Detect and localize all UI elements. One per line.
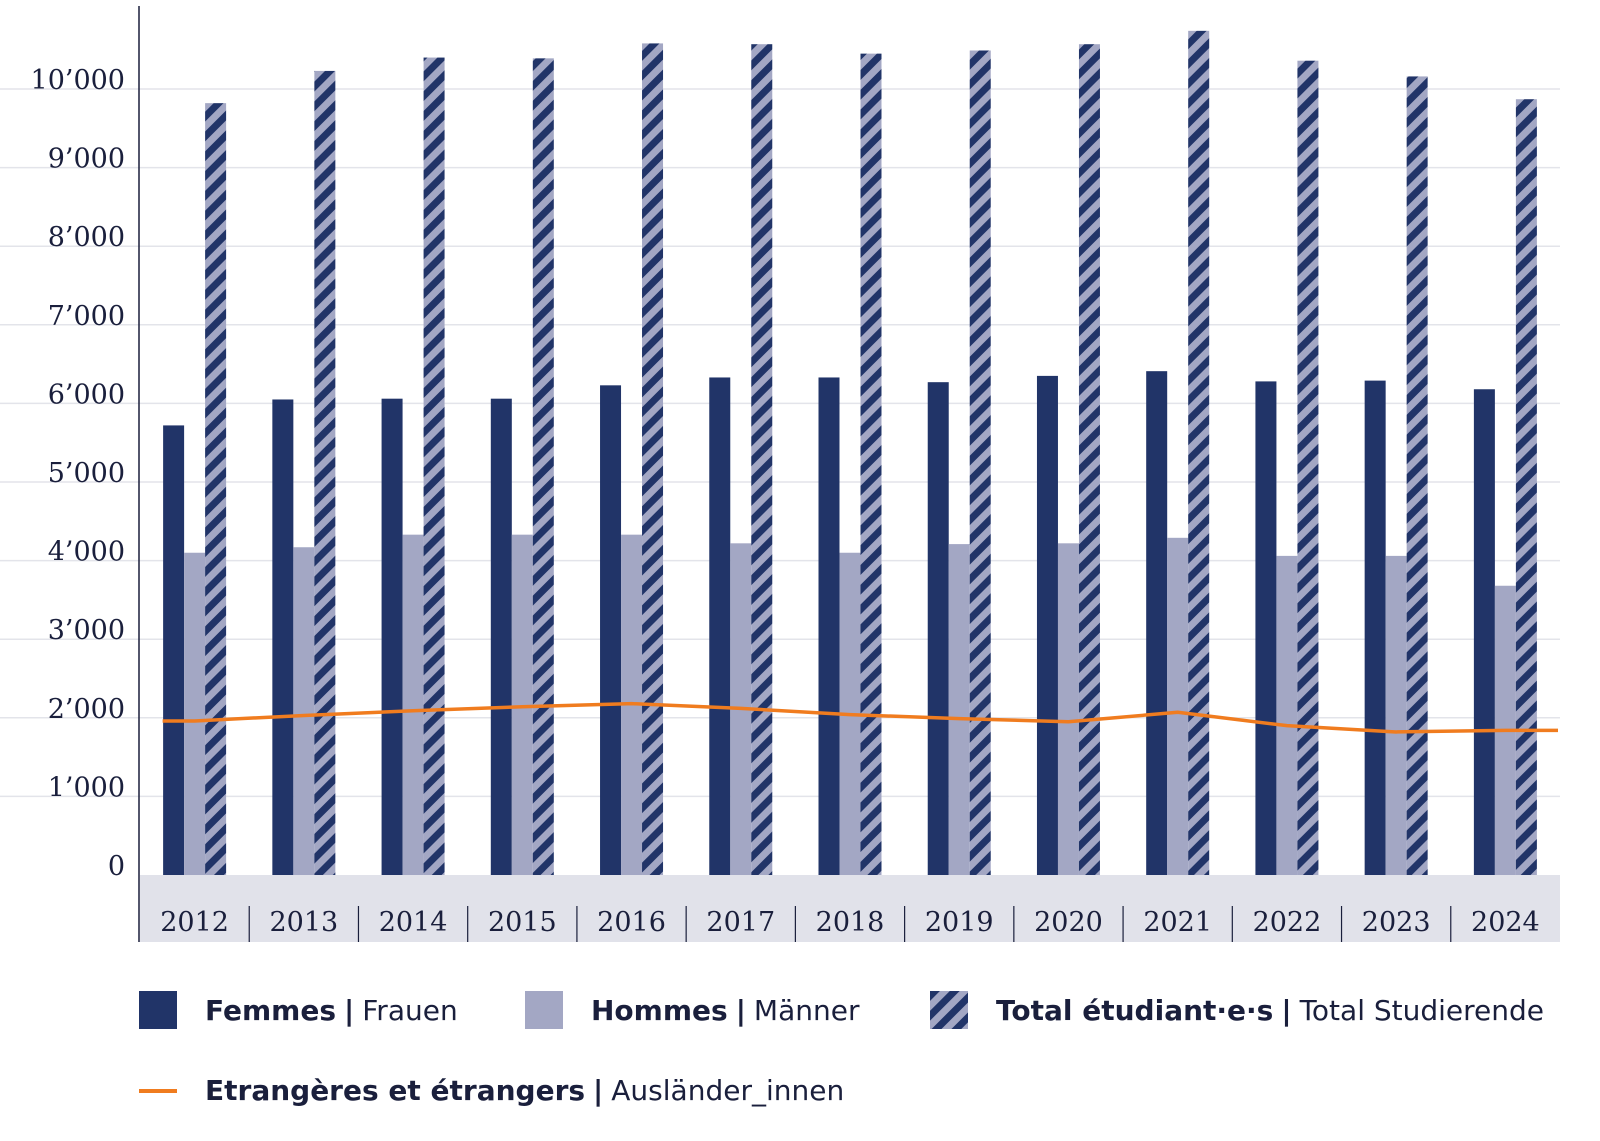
bar-total [969, 50, 991, 875]
bar-total [860, 53, 882, 875]
bar-total [205, 103, 227, 875]
bar-total [1078, 44, 1100, 875]
bar-femmes [818, 377, 840, 875]
x-axis-separators [248, 906, 1452, 942]
y-tick-label: 2’000 [48, 694, 125, 725]
x-axis-band [140, 875, 1560, 942]
y-tick-label: 3’000 [48, 615, 125, 646]
bar-femmes [1364, 380, 1386, 875]
bar-total [423, 57, 445, 876]
bar-hommes [511, 534, 533, 875]
bar-hommes [402, 534, 424, 875]
x-tick-label: 2024 [1471, 907, 1540, 938]
bars [163, 30, 1537, 876]
bar-femmes [600, 385, 622, 875]
bar-femmes [490, 398, 512, 875]
bar-total [1188, 30, 1210, 876]
x-tick-label: 2015 [488, 907, 557, 938]
x-tick-label: 2017 [706, 907, 775, 938]
foreign-line-layer [162, 701, 1558, 734]
bar-hommes [1167, 537, 1189, 875]
bar-hommes [1057, 543, 1079, 875]
x-tick-label: 2022 [1253, 907, 1322, 938]
y-tick-label: 4’000 [48, 537, 125, 568]
y-tick-label: 8’000 [48, 222, 125, 253]
bar-total [642, 43, 664, 876]
x-tick-label: 2021 [1143, 907, 1212, 938]
bar-hommes [1276, 555, 1298, 875]
bar-total [532, 58, 554, 875]
bar-femmes [272, 399, 294, 875]
bar-hommes [293, 547, 315, 875]
bar-femmes [927, 382, 949, 875]
bar-total [314, 70, 336, 875]
bar-total [1515, 99, 1537, 875]
bar-hommes [948, 544, 970, 875]
bar-femmes [1473, 389, 1495, 875]
bar-hommes [184, 552, 206, 875]
y-tick-label: 9’000 [48, 144, 125, 175]
y-tick-label: 1’000 [48, 772, 125, 803]
y-tick-label: 6’000 [48, 379, 125, 410]
bar-femmes [381, 398, 403, 875]
y-tick-label: 5’000 [48, 458, 125, 489]
y-tick-label: 10’000 [31, 65, 125, 96]
x-tick-label: 2013 [269, 907, 338, 938]
bar-femmes [1036, 375, 1058, 875]
gridlines [0, 88, 1560, 798]
bar-femmes [1146, 371, 1168, 875]
x-tick-label: 2020 [1034, 907, 1103, 938]
bar-total [1297, 60, 1319, 876]
x-tick-label: 2018 [816, 907, 885, 938]
bar-total [751, 44, 773, 875]
y-tick-label: 7’000 [48, 301, 125, 332]
bar-hommes [1385, 555, 1407, 875]
x-tick-label: 2023 [1362, 907, 1431, 938]
bar-femmes [709, 377, 731, 875]
bar-total [1406, 76, 1428, 875]
bar-femmes [163, 425, 185, 875]
x-tick-label: 2012 [160, 907, 229, 938]
x-tick-label: 2016 [597, 907, 666, 938]
x-tick-label: 2019 [925, 907, 994, 938]
x-axis-ticks: 2012 2013 2014 2015 2016 2017 2018 2019 2020 2021… [160, 907, 1539, 938]
bar-femmes [1255, 381, 1277, 875]
y-axis-ticks: 0 1’000 2’000 3’000 4’000 5’000 6’000 7’000 8’00… [31, 65, 125, 882]
x-tick-label: 2014 [379, 907, 448, 938]
y-tick-label: 0 [108, 851, 125, 882]
